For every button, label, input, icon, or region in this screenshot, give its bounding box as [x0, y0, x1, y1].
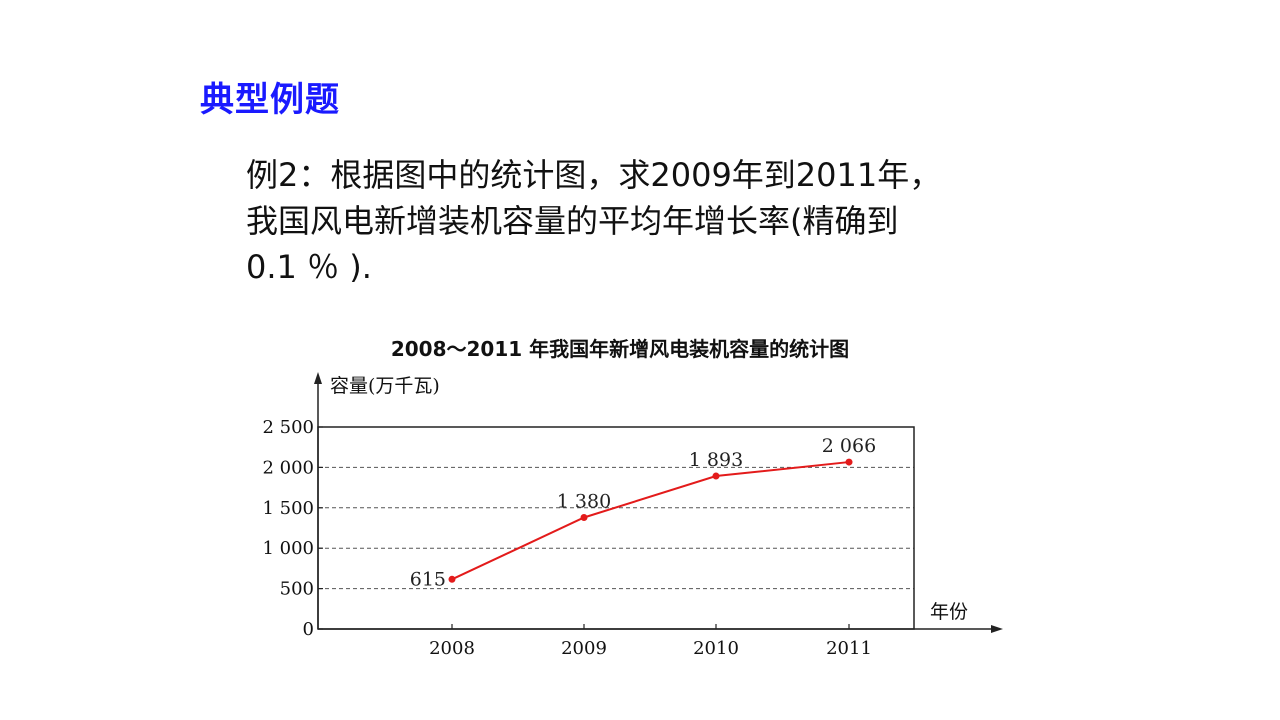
data-point — [580, 513, 588, 521]
plot-frame — [317, 426, 915, 630]
data-point — [448, 575, 456, 583]
slide-heading: 典型例题 — [200, 80, 340, 120]
data-label: 615 — [410, 568, 446, 590]
y-tick-label: 500 — [280, 579, 314, 600]
x-tick-labels: 2008 2009 2010 2011 — [429, 638, 872, 659]
y-tick-labels: 0 500 1 000 1 500 2 000 2 500 — [262, 417, 314, 640]
problem-statement: 例2：根据图中的统计图，求2009年到2011年， 我国风电新增装机容量的平均年… — [246, 152, 1046, 290]
series-line — [451, 461, 850, 581]
data-label: 1 893 — [689, 449, 743, 471]
problem-line: 我国风电新增装机容量的平均年增长率(精确到 — [246, 202, 899, 240]
x-axis-label: 年份 — [930, 601, 968, 623]
y-tick-label: 2 500 — [262, 417, 314, 438]
grid-lines — [318, 426, 914, 630]
data-point — [712, 472, 720, 480]
series-layer: 615 1 380 1 893 2 066 — [410, 435, 876, 590]
data-label: 1 380 — [557, 490, 611, 512]
x-tick-label: 2009 — [561, 638, 607, 659]
x-axis-arrow-icon — [991, 625, 1003, 633]
chart-title: 2008～2011 年我国年新增风电装机容量的统计图 — [391, 337, 849, 361]
data-label: 2 066 — [822, 435, 876, 457]
y-axis-arrow-icon — [314, 372, 322, 384]
problem-line: 例2：根据图中的统计图，求2009年到2011年， — [246, 156, 942, 194]
x-tick-label: 2008 — [429, 638, 475, 659]
data-point — [845, 458, 853, 466]
y-axis-label: 容量(万千瓦) — [330, 375, 440, 397]
y-tick-label: 2 000 — [262, 457, 314, 478]
x-tick-label: 2011 — [826, 638, 872, 659]
x-tick-label: 2010 — [693, 638, 739, 659]
y-tick-label: 0 — [303, 619, 314, 640]
problem-line: 0.1 ％ ). — [246, 248, 372, 286]
y-tick-label: 1 000 — [262, 538, 314, 559]
y-tick-label: 1 500 — [262, 498, 314, 519]
